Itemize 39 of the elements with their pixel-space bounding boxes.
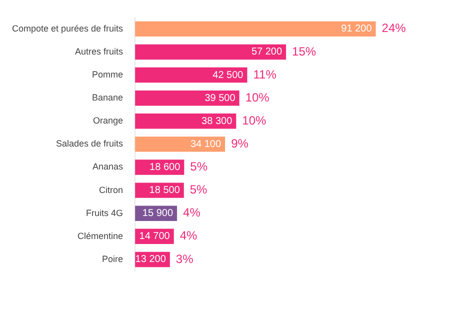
bar	[135, 67, 248, 83]
bar	[135, 44, 286, 60]
bar	[135, 136, 226, 152]
y-tick-label: Salades de fruits	[56, 138, 124, 149]
annotation: 15%	[292, 44, 316, 58]
data-label: 39 500	[204, 92, 236, 104]
bar	[135, 90, 240, 106]
data-label: 34 100	[190, 138, 222, 150]
y-tick-label: Clémentine	[78, 230, 124, 241]
data-label: 14 700	[139, 231, 170, 242]
y-tick-label: Pomme	[92, 70, 124, 80]
data-label: 42 500	[212, 70, 244, 81]
data-label: 57 200	[251, 46, 282, 58]
y-tick-label: Fruits 4G	[86, 208, 124, 218]
annotation: 9%	[231, 136, 249, 151]
y-tick-label: Banane	[92, 92, 124, 103]
annotation: 24%	[382, 21, 406, 36]
y-tick-label: Orange	[93, 116, 124, 126]
y-tick-label: Poire	[102, 254, 124, 264]
annotation: 3%	[176, 252, 194, 266]
data-label: 91 200	[341, 24, 372, 35]
bar	[135, 114, 236, 129]
annotation: 10%	[245, 90, 270, 104]
data-label: 18 600	[150, 162, 181, 174]
data-label: 15 900	[142, 208, 174, 220]
annotation: 5%	[190, 182, 208, 197]
y-tick-label: Autres fruits	[75, 46, 124, 56]
y-tick-label: Compote et purées de fruits	[12, 23, 124, 34]
y-tick-label: Citron	[99, 184, 124, 195]
data-label: 13 200	[135, 254, 166, 266]
annotation: 4%	[180, 228, 198, 243]
bar	[135, 21, 376, 37]
y-tick-label: Ananas	[92, 162, 124, 172]
annotation: 10%	[242, 113, 266, 128]
data-label: 18 500	[149, 185, 180, 196]
annotation: 5%	[190, 160, 208, 174]
annotation: 4%	[183, 206, 201, 220]
data-label: 38 300	[202, 116, 233, 127]
annotation: 11%	[253, 67, 277, 82]
